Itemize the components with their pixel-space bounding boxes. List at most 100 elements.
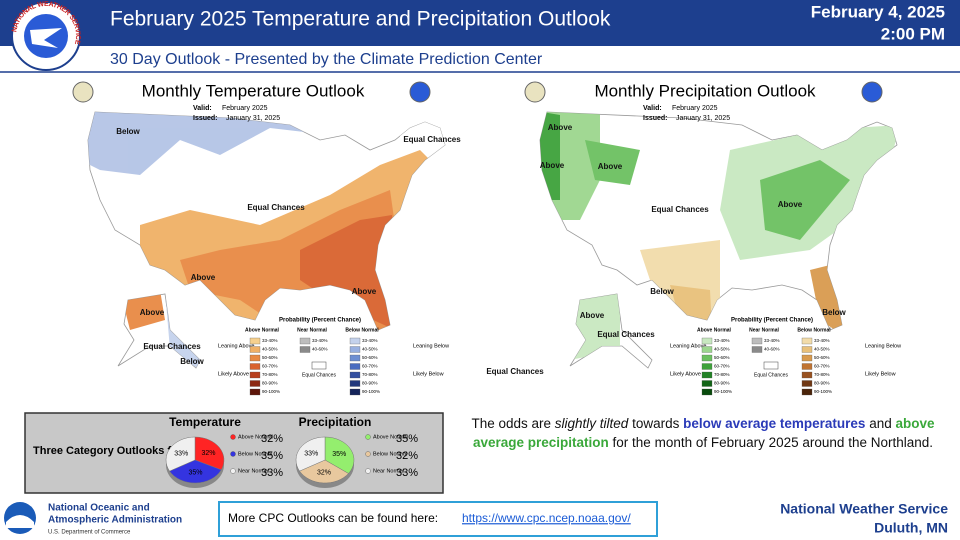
location: Duluth, MN [874,520,948,536]
legend-value: 32% [261,433,283,445]
legend-label: Below Normal [238,451,272,457]
pie-slice [324,436,355,474]
link[interactable]: https://www.cpc.ncep.noaa.gov/ [462,511,631,525]
legend-bin: 33-40% [714,338,730,343]
title: February 2025 Temperature and Precipitat… [110,8,611,31]
legend-bin: 40-60% [312,347,328,352]
legend-swatch [701,346,713,353]
legend-column: Near Normal [749,327,779,333]
legend-bin: 80-90% [362,381,378,386]
legend-swatch [349,388,361,396]
legend-bin: 90-100% [714,389,732,394]
pie-slice [299,459,349,484]
legend-swatch [249,380,261,387]
summary: The odds are slightly tilted towards bel… [448,414,958,452]
legend-bin: 50-60% [714,355,730,360]
legend-swatch [701,363,713,370]
legend-bin: 80-90% [262,381,278,386]
legend-dot [365,434,371,440]
pie-label: 35% [188,469,202,476]
summary-precipitation: above average precipitation [472,416,935,450]
legend-side: Likely Above [670,371,701,377]
legend-bin: 50-60% [262,355,278,360]
pie-label: 35% [332,451,346,458]
map-label: Above [191,273,216,282]
subtitle: 30 Day Outlook - Presented by the Climat… [110,51,543,68]
legend-column: Above Normal [245,327,280,333]
legend-swatch [751,337,763,345]
legend-side: Likely Above [218,371,249,377]
noaa-logo-wave [6,515,34,528]
link-box [218,501,658,537]
issued: January 31, 2025 [676,115,730,122]
pie-title: Temperature [169,415,241,429]
legend-side: Likely Below [413,371,444,377]
legend-swatch [701,371,713,379]
legend-swatch [751,346,763,353]
legend-value: 35% [261,450,283,462]
map-label: Below [822,308,846,317]
legend-swatch [801,337,813,345]
legend-side: Leaning Below [865,343,901,349]
legend-swatch [349,346,361,353]
legend-dot [365,468,371,474]
map-label: Above [598,162,623,171]
legend-swatch [349,363,361,370]
legend-bin: 40-50% [814,347,830,352]
legend-swatch [249,354,261,362]
legend-value: 33% [261,467,283,479]
legend-side: Leaning Below [413,343,449,349]
summary-text: The odds are [471,416,555,431]
time: 2:00 PM [881,24,945,43]
legend-swatch [249,388,261,396]
legend-equal: Equal Chances [754,372,788,378]
legend-swatch [701,354,713,362]
legend-swatch [801,346,813,353]
legend-bin: 60-70% [362,364,378,369]
legend-side: Leaning Above [218,343,254,349]
summary-text: for the month of February 2025 around th… [608,435,933,450]
pie-label: 33% [304,450,318,457]
date: February 4, 2025 [811,2,945,21]
legend-column: Below Normal [345,327,379,333]
subheader-band [0,46,960,72]
valid-label: Valid: [643,105,662,112]
agency: National Oceanic and [48,503,150,514]
legend-bin: 90-100% [814,389,832,394]
precipitation-map [524,81,898,369]
legend-bin: 40-50% [362,347,378,352]
department: U.S. Department of Commerce [48,530,131,536]
issued-label: Issued: [643,115,668,122]
legend-value: 32% [396,450,418,462]
legend-swatch [299,346,311,353]
legend-bin: 33-40% [814,338,830,343]
legend-title: Probability (Percent Chance) [731,318,813,324]
legend-bin: 70-80% [814,372,830,377]
legend-bin: 70-80% [262,372,278,377]
issued-label: Issued: [193,115,218,122]
legend-dot [230,451,236,457]
summary-temperature: below average temperatures [683,416,866,431]
legend-swatch [701,337,713,345]
legend-bin: 50-60% [814,355,830,360]
summary-text: towards [628,416,684,431]
legend-bin: 90-100% [262,389,280,394]
nws-logo-bolt [30,28,62,48]
legend-equal: Equal Chances [302,372,336,378]
legend-swatch [349,354,361,362]
map-label: Equal Chances [486,367,544,376]
legend-bin: 80-90% [814,381,830,386]
legend-swatch [801,380,813,387]
map-label: Equal Chances [143,342,201,351]
legend-bin: 40-50% [714,347,730,352]
legend-swatch [349,380,361,387]
map-label: Below [650,287,674,296]
legend-column: Near Normal [297,327,327,333]
map-title: Monthly Precipitation Outlook [594,81,816,100]
map-label: Equal Chances [403,135,461,144]
legend-column: Below Normal [797,327,831,333]
legend-label: Near Normal [238,468,269,474]
legend-swatch [249,346,261,353]
legend-swatch [801,371,813,379]
